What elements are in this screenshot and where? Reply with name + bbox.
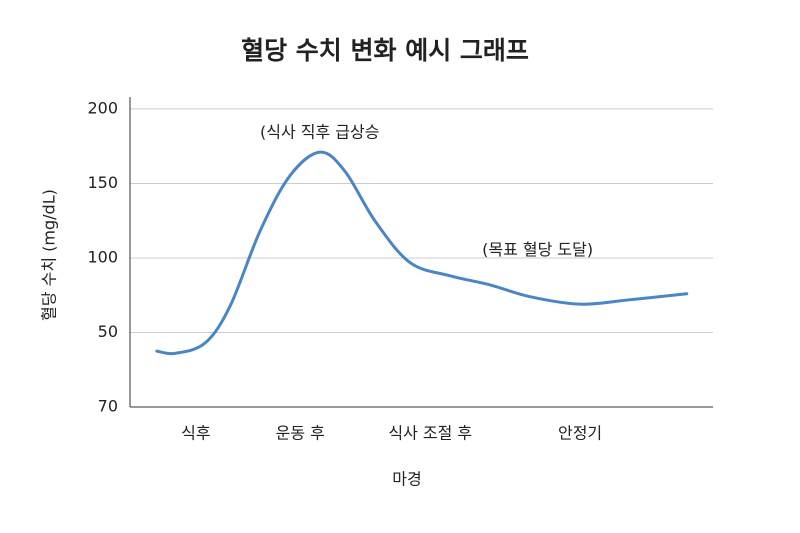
y-tick-label: 100 xyxy=(87,247,118,266)
annotation: (식사 직후 급상승 xyxy=(260,122,379,141)
y-tick-label: 150 xyxy=(87,173,118,192)
y-axis-label: 혈당 수치 (mg/dL) xyxy=(40,189,59,321)
annotation: (목표 혈당 도달) xyxy=(482,240,593,259)
x-tick-label: 운동 후 xyxy=(276,424,325,443)
x-axis-label: 마경 xyxy=(392,470,421,489)
line-series xyxy=(155,150,689,356)
y-tick-label: 70 xyxy=(98,397,118,416)
y-tick-label: 50 xyxy=(98,322,118,341)
x-tick-label: 식사 조절 후 xyxy=(388,424,472,443)
y-tick-label: 200 xyxy=(87,98,118,117)
x-tick-label: 식후 xyxy=(181,424,210,443)
x-tick-label: 안정기 xyxy=(558,424,602,443)
chart-title: 혈당 수치 변화 예시 그래프 xyxy=(241,36,529,65)
